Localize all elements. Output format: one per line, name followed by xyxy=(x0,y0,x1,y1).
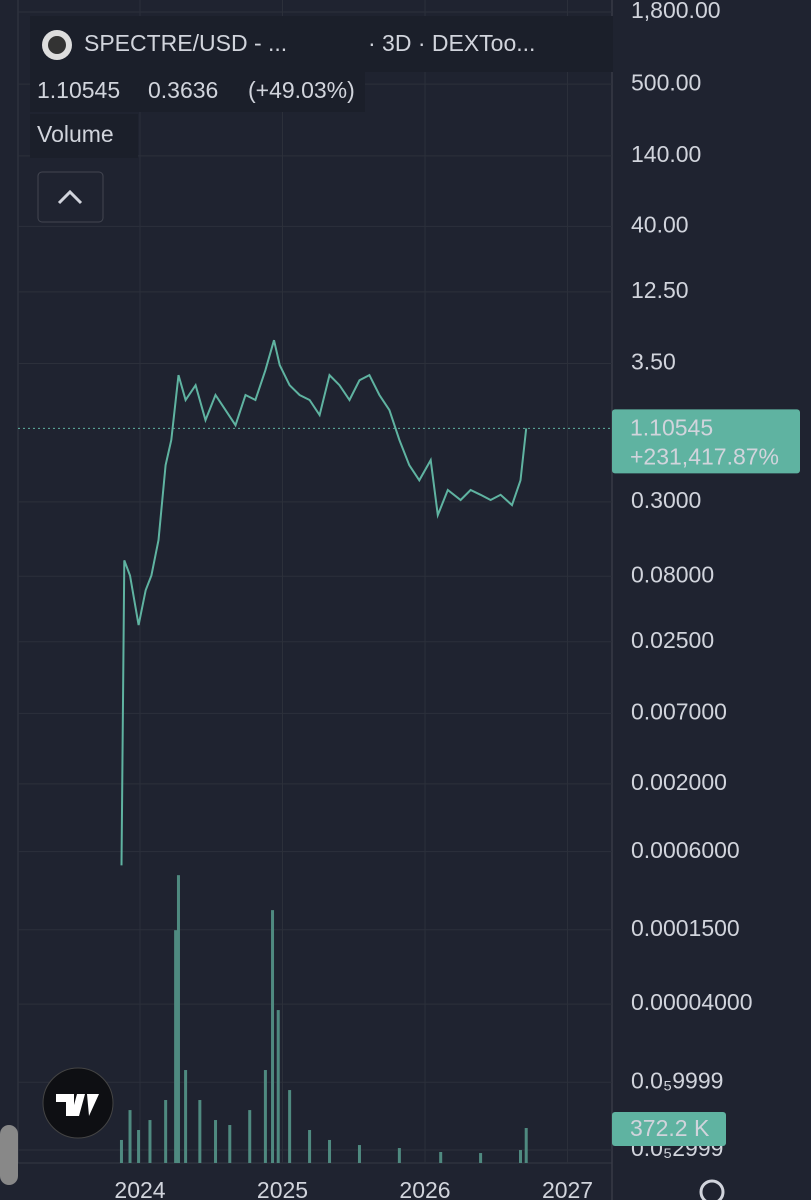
volume-bar xyxy=(308,1130,312,1163)
volume-bar xyxy=(128,1110,132,1163)
volume-legend-box xyxy=(30,114,138,158)
volume-bar xyxy=(174,930,178,1163)
x-tick-label: 2026 xyxy=(399,1177,450,1200)
y-tick-label: 0.002000 xyxy=(631,769,727,795)
y-tick-label: 0.08000 xyxy=(631,561,714,587)
volume-bar xyxy=(397,1148,401,1163)
volume-bar xyxy=(137,1130,141,1163)
volume-bar xyxy=(263,1070,267,1163)
volume-bar xyxy=(524,1128,528,1163)
volume-badge xyxy=(612,1112,726,1146)
chart-title: SPECTRE/USD - ... xyxy=(84,30,287,56)
y-tick-label: 0.0001500 xyxy=(631,915,740,941)
legend-box xyxy=(30,72,365,112)
change-badge-label: +231,417.87% xyxy=(630,443,779,469)
legend-price: 1.10545 xyxy=(37,77,120,103)
y-tick-label: 140.00 xyxy=(631,141,701,167)
y-tick-label: 40.00 xyxy=(631,211,689,237)
volume-bar xyxy=(119,1139,123,1163)
volume-bar xyxy=(479,1153,483,1163)
volume-bar xyxy=(288,1090,292,1163)
legend-change-pct: (+49.03%) xyxy=(248,77,355,103)
volume-bar xyxy=(519,1150,523,1163)
volume-bar xyxy=(176,875,180,1163)
x-tick-label: 2027 xyxy=(542,1177,593,1200)
collapse-button[interactable] xyxy=(37,171,104,223)
y-tick-label: 0.00004000 xyxy=(631,989,753,1015)
y-tick-label: 0.0006000 xyxy=(631,837,740,863)
volume-bar xyxy=(148,1120,152,1163)
volume-bar xyxy=(357,1145,361,1163)
volume-bar xyxy=(198,1100,202,1163)
settings-icon[interactable] xyxy=(699,1179,725,1200)
tradingview-logo-mark xyxy=(56,1094,99,1116)
price-line xyxy=(120,339,528,866)
y-tick-label: 3.50 xyxy=(631,349,676,375)
legend-change: 0.3636 xyxy=(148,77,218,103)
volume-bar xyxy=(164,1100,168,1163)
volume-legend: Volume xyxy=(37,121,114,147)
y-tick-label: 500.00 xyxy=(631,69,701,95)
y-tick-label: 0.007000 xyxy=(631,698,727,724)
y-tick-label: 12.50 xyxy=(631,277,689,303)
volume-bar xyxy=(214,1120,218,1163)
volume-bar xyxy=(328,1139,332,1163)
volume-bar xyxy=(228,1125,232,1163)
price-badge xyxy=(612,409,800,474)
price-badge-label: 1.10545 xyxy=(630,414,713,440)
y-tick-label: 1,800.00 xyxy=(631,0,721,23)
volume-bar xyxy=(271,910,275,1163)
scroll-handle[interactable] xyxy=(0,1125,18,1185)
volume-bar xyxy=(248,1110,252,1163)
y-tick-label: 0.0₅9999 xyxy=(631,1067,723,1093)
x-tick-label: 2024 xyxy=(114,1177,165,1200)
token-icon-inner xyxy=(48,36,66,54)
volume-badge-label: 372.2 K xyxy=(630,1115,710,1141)
collapse-icon xyxy=(57,189,83,205)
chart-subtitle: · 3D · DEXToo... xyxy=(368,30,535,56)
header-box xyxy=(30,16,613,72)
volume-bar xyxy=(276,1010,280,1163)
volume-bar xyxy=(439,1152,443,1163)
y-tick-label: 0.3000 xyxy=(631,487,701,513)
y-tick-label: 0.02500 xyxy=(631,627,714,653)
x-tick-label: 2025 xyxy=(257,1177,308,1200)
volume-bar xyxy=(184,1070,188,1163)
